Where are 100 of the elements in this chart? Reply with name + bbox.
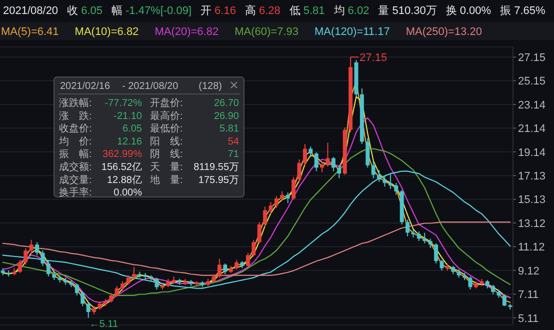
annotation: 5.81 xyxy=(220,124,240,135)
annotation: 156.52亿 xyxy=(101,162,142,173)
ytick: 27.15 xyxy=(518,52,546,64)
ytick: 11.12 xyxy=(518,242,545,254)
candlestick xyxy=(18,259,22,274)
candlestick xyxy=(120,280,125,292)
header: 6.28 xyxy=(258,5,280,17)
ytick: 9.12 xyxy=(518,265,540,278)
annotation: 成交量: xyxy=(59,174,92,186)
legend: MA(5)=6.41 xyxy=(1,26,59,38)
legend: MA(250)=13.20 xyxy=(406,26,482,38)
annotation: 0.00% xyxy=(114,188,142,199)
ytick: 21.14 xyxy=(518,123,546,136)
header: 低 xyxy=(289,5,300,17)
candlestick xyxy=(109,292,114,304)
candlestick xyxy=(286,192,290,204)
candlestick xyxy=(337,164,342,179)
candlestick xyxy=(491,284,496,295)
header: 收 xyxy=(67,5,78,17)
header: 换 xyxy=(446,5,457,17)
candlestick xyxy=(371,160,376,179)
candlestick xyxy=(268,201,273,214)
annotation: 涨跌幅: xyxy=(59,97,92,109)
candlestick xyxy=(422,232,427,244)
ytick: 5.11 xyxy=(518,312,539,325)
annotation: 天 量: xyxy=(150,162,183,173)
candlestick xyxy=(263,206,268,228)
annotation: 12.16 xyxy=(116,136,142,148)
header: 振 xyxy=(500,5,512,17)
candlestick xyxy=(252,239,256,257)
header: 开 xyxy=(200,5,212,17)
annotation: -21.10 xyxy=(114,110,142,122)
annotation: 最低价: xyxy=(150,122,183,135)
ytick: 7.11 xyxy=(518,289,539,302)
candlestick xyxy=(246,252,250,268)
annotation: 175.95万 xyxy=(198,174,239,186)
annotation: 2021/02/16 xyxy=(60,81,110,92)
annotation: 换手率: xyxy=(59,186,92,199)
annotation: 阳 线: xyxy=(150,135,183,148)
legend: MA(60)=7.93 xyxy=(234,26,298,38)
annotation: - 2021/08/20 xyxy=(122,81,179,92)
annotation: 8119.55万 xyxy=(194,162,239,173)
candlestick xyxy=(274,196,278,208)
note: 27.15 xyxy=(360,52,388,64)
candlestick xyxy=(308,146,313,158)
candlestick xyxy=(80,291,85,307)
annotation: 12.88亿 xyxy=(106,174,142,186)
candlestick xyxy=(302,144,307,166)
candlestick xyxy=(314,152,318,172)
candlestick xyxy=(388,173,392,190)
candlestick xyxy=(394,182,398,196)
annotation: 362.99% xyxy=(102,149,142,160)
ytick: 25.15 xyxy=(518,76,546,88)
candlestick xyxy=(217,258,222,278)
ytick: 17.13 xyxy=(518,170,546,183)
candlestick xyxy=(280,190,284,202)
annotation: 71 xyxy=(228,149,240,160)
candlestick xyxy=(377,170,382,182)
candlestick xyxy=(29,239,34,255)
annotation: 收盘价: xyxy=(59,122,92,135)
candlestick xyxy=(132,266,136,281)
header: 量 xyxy=(378,5,390,17)
candlestick xyxy=(74,283,79,296)
candlestick xyxy=(502,294,506,307)
annotation: 均 价: xyxy=(58,135,92,148)
note: ←5.11 xyxy=(89,318,118,330)
legend: MA(10)=6.82 xyxy=(74,26,139,38)
title: 2021/08/20 xyxy=(3,5,58,17)
header: 7.65% xyxy=(514,5,546,17)
candlestick xyxy=(35,242,40,256)
candlestick xyxy=(406,219,410,237)
candlestick xyxy=(416,231,421,242)
header: -1.47%[-0.09] xyxy=(125,5,192,17)
annotation: 开盘价: xyxy=(150,97,183,109)
header: 幅 xyxy=(111,5,122,17)
header: 6.16 xyxy=(214,5,236,17)
annotation: 振 幅: xyxy=(59,148,92,160)
header: 6.02 xyxy=(348,5,370,17)
candlestick xyxy=(234,259,239,270)
candlestick xyxy=(366,138,370,168)
annotation: 6.05 xyxy=(122,124,142,135)
annotation: 成交额: xyxy=(59,161,92,173)
candlestick xyxy=(434,242,438,264)
annotation: 涨 跌: xyxy=(59,110,92,122)
annotation: 54 xyxy=(228,136,240,148)
header: 高 xyxy=(244,5,256,17)
candlestick xyxy=(46,260,50,277)
header: 均 xyxy=(334,5,345,17)
header: 0.00% xyxy=(460,5,492,17)
header: 5.81 xyxy=(303,5,325,17)
ytick: 19.14 xyxy=(518,146,546,159)
candlestick xyxy=(223,262,228,275)
annotation: 最高价: xyxy=(150,110,183,122)
annotation: (128) xyxy=(198,81,222,92)
header: 6.05 xyxy=(81,5,102,17)
ytick: 15.13 xyxy=(518,194,546,206)
candlestick xyxy=(326,142,330,167)
candlestick xyxy=(257,222,262,244)
candlestick xyxy=(331,156,336,172)
candlestick xyxy=(428,238,432,249)
